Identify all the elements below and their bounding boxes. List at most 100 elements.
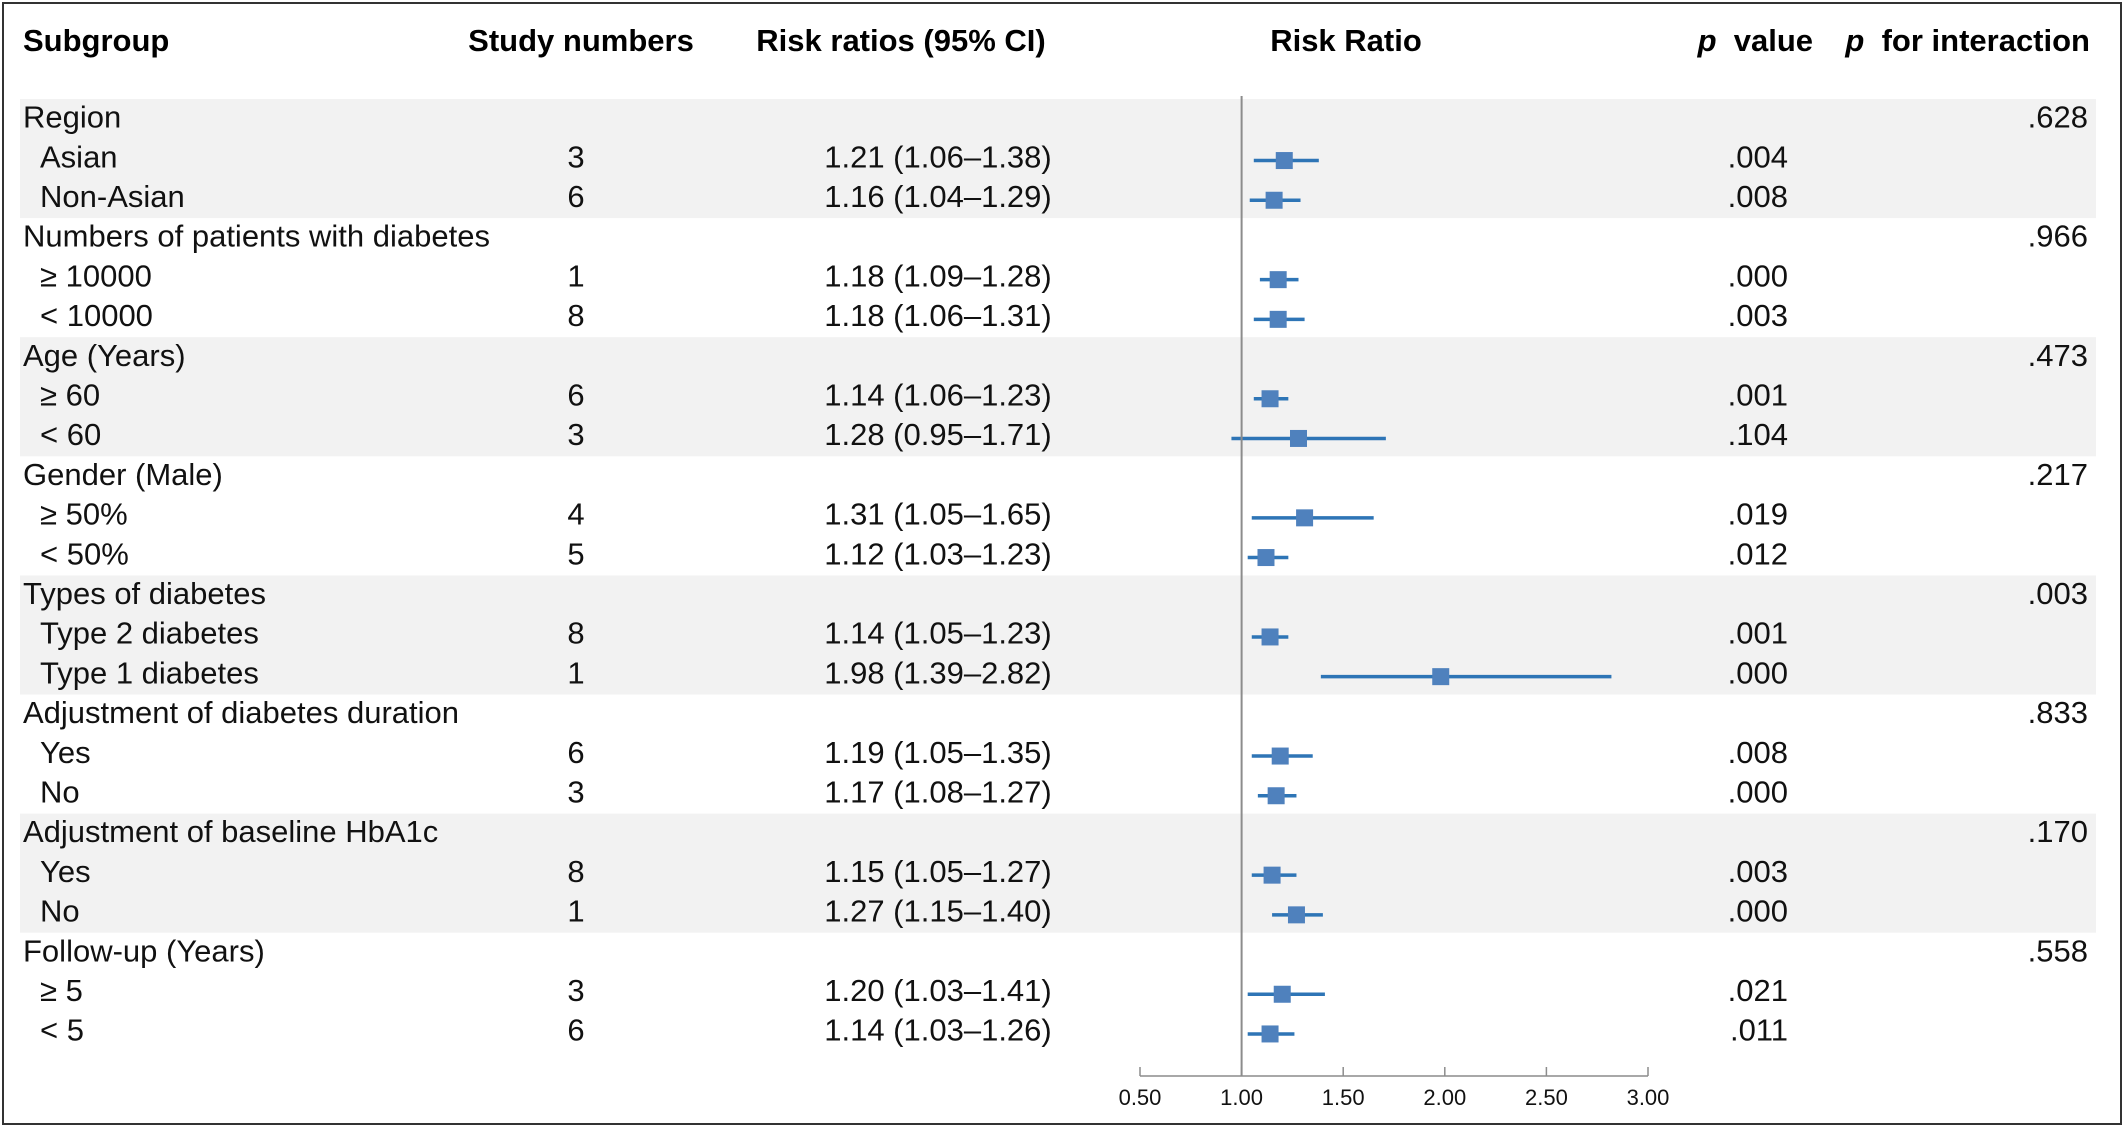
risk-ratio-text: 1.14 (1.03–1.26) xyxy=(824,1013,1052,1048)
subgroup-label: Type 2 diabetes xyxy=(40,616,259,651)
study-number: 6 xyxy=(567,377,584,412)
header-risk-ratio-plot: Risk Ratio xyxy=(1270,23,1422,58)
group-p-interaction: .558 xyxy=(2028,933,2088,968)
point-estimate-marker xyxy=(1261,628,1279,646)
study-number: 8 xyxy=(567,298,584,333)
subgroup-label: < 50% xyxy=(40,536,129,571)
x-tick-label: 3.00 xyxy=(1627,1085,1670,1110)
risk-ratio-text: 1.28 (0.95–1.71) xyxy=(824,417,1052,452)
p-value: .104 xyxy=(1728,417,1788,452)
point-estimate-marker xyxy=(1296,509,1314,527)
plot-area xyxy=(1231,96,1612,1076)
column-headers: Subgroup Study numbers Risk ratios (95% … xyxy=(23,23,2090,58)
group-p-interaction: .217 xyxy=(2028,457,2088,492)
p-value: .000 xyxy=(1728,258,1788,293)
group-p-interaction: .170 xyxy=(2028,814,2088,849)
study-number: 1 xyxy=(567,894,584,929)
header-p-value: p value xyxy=(1697,23,1813,58)
risk-ratio-text: 1.14 (1.05–1.23) xyxy=(824,616,1052,651)
subgroup-label: ≥ 50% xyxy=(40,497,128,532)
point-estimate-marker xyxy=(1287,906,1305,924)
group-label: Follow-up (Years) xyxy=(23,933,265,968)
point-estimate-marker xyxy=(1265,191,1283,209)
p-value: .000 xyxy=(1728,774,1788,809)
subgroup-label: < 60 xyxy=(40,417,101,452)
p-value: .011 xyxy=(1730,1013,1788,1048)
point-estimate-marker xyxy=(1269,271,1287,289)
x-tick-label: 2.50 xyxy=(1525,1085,1568,1110)
study-number: 3 xyxy=(567,139,584,174)
subgroup-label: Asian xyxy=(40,139,118,174)
x-tick-label: 0.50 xyxy=(1119,1085,1162,1110)
p-value: .001 xyxy=(1728,377,1788,412)
group-label: Adjustment of baseline HbA1c xyxy=(23,814,438,849)
group-band xyxy=(20,337,2096,457)
risk-ratio-text: 1.21 (1.06–1.38) xyxy=(824,139,1052,174)
study-number: 1 xyxy=(567,258,584,293)
risk-ratio-text: 1.19 (1.05–1.35) xyxy=(824,735,1052,770)
point-estimate-marker xyxy=(1432,668,1450,686)
study-number: 6 xyxy=(567,179,584,214)
group-label: Age (Years) xyxy=(23,338,186,373)
table-rows: Region .628 Asian 3 1.21 (1.06–1.38) .004 Non-… xyxy=(23,100,2088,1048)
group-label: Adjustment of diabetes duration xyxy=(23,695,459,730)
study-number: 8 xyxy=(567,854,584,889)
subgroup-label: < 10000 xyxy=(40,298,153,333)
p-value: .000 xyxy=(1728,655,1788,690)
risk-ratio-text: 1.27 (1.15–1.40) xyxy=(824,894,1052,929)
subgroup-label: Yes xyxy=(40,735,91,770)
p-value: .012 xyxy=(1728,536,1788,571)
subgroup-label: Non-Asian xyxy=(40,179,185,214)
group-band xyxy=(20,99,2096,219)
group-p-interaction: .628 xyxy=(2028,100,2088,135)
group-p-interaction: .473 xyxy=(2028,338,2088,373)
point-estimate-marker xyxy=(1289,429,1307,447)
subgroup-label: ≥ 10000 xyxy=(40,258,152,293)
p-value: .004 xyxy=(1728,139,1788,174)
study-number: 6 xyxy=(567,735,584,770)
study-number: 3 xyxy=(567,417,584,452)
subgroup-label: No xyxy=(40,774,80,809)
p-value: .001 xyxy=(1728,616,1788,651)
p-value: .008 xyxy=(1728,179,1788,214)
x-tick-label: 2.00 xyxy=(1423,1085,1466,1110)
risk-ratio-text: 1.98 (1.39–2.82) xyxy=(824,655,1052,690)
risk-ratio-text: 1.16 (1.04–1.29) xyxy=(824,179,1052,214)
group-label: Types of diabetes xyxy=(23,576,266,611)
subgroup-label: Yes xyxy=(40,854,91,889)
group-band xyxy=(20,813,2096,933)
study-number: 6 xyxy=(567,1013,584,1048)
group-label: Numbers of patients with diabetes xyxy=(23,219,490,254)
header-study-numbers: Study numbers xyxy=(468,23,694,58)
point-estimate-marker xyxy=(1261,390,1279,408)
group-label: Gender (Male) xyxy=(23,457,223,492)
subgroup-label: ≥ 60 xyxy=(40,377,100,412)
group-label: Region xyxy=(23,100,121,135)
risk-ratio-text: 1.18 (1.09–1.28) xyxy=(824,258,1052,293)
risk-ratio-text: 1.15 (1.05–1.27) xyxy=(824,854,1052,889)
study-number: 3 xyxy=(567,973,584,1008)
p-value: .000 xyxy=(1728,894,1788,929)
point-estimate-marker xyxy=(1261,1025,1279,1043)
header-risk-ratios: Risk ratios (95% CI) xyxy=(756,23,1045,58)
p-value: .021 xyxy=(1728,973,1788,1008)
point-estimate-marker xyxy=(1271,747,1289,765)
risk-ratio-text: 1.14 (1.06–1.23) xyxy=(824,377,1052,412)
row-bands xyxy=(20,99,2096,933)
risk-ratio-text: 1.20 (1.03–1.41) xyxy=(824,973,1052,1008)
point-estimate-marker xyxy=(1263,866,1281,884)
group-p-interaction: .966 xyxy=(2028,219,2088,254)
risk-ratio-text: 1.17 (1.08–1.27) xyxy=(824,774,1052,809)
point-estimate-marker xyxy=(1269,310,1287,328)
p-value: .008 xyxy=(1728,735,1788,770)
p-value: .003 xyxy=(1728,854,1788,889)
header-subgroup: Subgroup xyxy=(23,23,169,58)
risk-ratio-text: 1.18 (1.06–1.31) xyxy=(824,298,1052,333)
subgroup-label: ≥ 5 xyxy=(40,973,83,1008)
study-number: 5 xyxy=(567,536,584,571)
study-number: 8 xyxy=(567,616,584,651)
group-band xyxy=(20,575,2096,695)
p-value: .019 xyxy=(1728,497,1788,532)
